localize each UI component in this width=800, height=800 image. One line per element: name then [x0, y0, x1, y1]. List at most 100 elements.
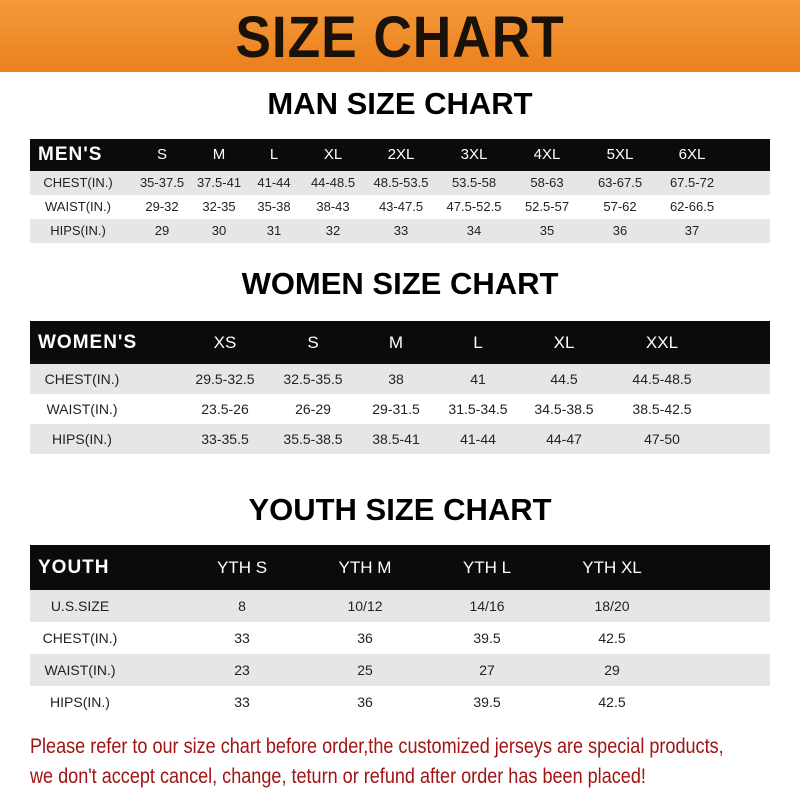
measurement-value: 30 — [211, 223, 227, 238]
measurement-value: 29.5-32.5 — [195, 371, 255, 387]
table-corner-label: WOMEN'S — [38, 332, 138, 353]
measurement-value: 35-38 — [257, 199, 291, 214]
measurement-value: 8 — [238, 598, 246, 614]
table-row: WAIST(IN.) 29-32 32-35 35-38 38-43 43-47.5 47.… — [30, 195, 770, 219]
table-corner-label: YOUTH — [38, 557, 110, 578]
table-row: CHEST(IN.) 35-37.5 37.5-41 41-44 44-48.5 48.5… — [30, 171, 770, 195]
measurement-value: 25 — [357, 662, 373, 678]
measurement-value: 33 — [234, 630, 250, 646]
table-row: HIPS(IN.) 33-35.5 35.5-38.5 38.5-41 41-44 44-… — [30, 424, 770, 454]
measurement-label: CHEST(IN.) — [43, 175, 113, 190]
measurement-value: 58-63 — [530, 175, 564, 190]
youth-section-title: YOUTH SIZE CHART — [248, 492, 552, 527]
measurement-value: 67.5-72 — [669, 175, 715, 190]
measurement-value: 14/16 — [469, 598, 505, 614]
measurement-value: 47.5-52.5 — [446, 199, 502, 214]
measurement-value: 41-44 — [257, 175, 291, 190]
table-row: U.S.SIZE 8 10/12 14/16 18/20 — [30, 590, 770, 622]
measurement-value: 36 — [612, 223, 628, 238]
measurement-value: 27 — [479, 662, 495, 678]
size-header: XS — [213, 333, 237, 352]
measurement-value: 44.5-48.5 — [632, 371, 692, 387]
size-header: 2XL — [387, 146, 415, 163]
measurement-value: 41-44 — [460, 431, 496, 447]
measurement-value: 41 — [470, 371, 486, 387]
measurement-value: 57-62 — [603, 199, 637, 214]
size-header: L — [269, 146, 279, 163]
size-header: YTH L — [462, 558, 512, 577]
size-header: 5XL — [606, 146, 634, 163]
measurement-label: HIPS(IN.) — [50, 694, 110, 710]
measurement-value: 38 — [388, 371, 404, 387]
size-header: YTH S — [216, 558, 268, 577]
measurement-label: HIPS(IN.) — [50, 223, 106, 238]
size-header: XL — [323, 146, 343, 163]
size-header: XL — [553, 333, 575, 352]
measurement-value: 35-37.5 — [139, 175, 185, 190]
size-header: 4XL — [533, 146, 561, 163]
measurement-value: 38.5-42.5 — [632, 401, 692, 417]
men-header-row: MEN'S S M L XL 2XL 3XL 4XL 5XL 6XL — [30, 139, 770, 171]
notice-line-1: Please refer to our size chart before or… — [30, 735, 724, 758]
measurement-label: U.S.SIZE — [50, 598, 110, 614]
measurement-value: 33-35.5 — [201, 431, 249, 447]
table-row: HIPS(IN.) 33 36 39.5 42.5 — [30, 686, 770, 718]
measurement-value: 32.5-35.5 — [283, 371, 343, 387]
size-header: M — [388, 333, 404, 352]
measurement-value: 44-47 — [546, 431, 582, 447]
measurement-value: 37 — [684, 223, 700, 238]
measurement-value: 33 — [393, 223, 409, 238]
women-section-title: WOMEN SIZE CHART — [241, 266, 559, 301]
measurement-value: 26-29 — [295, 401, 331, 417]
measurement-value: 53.5-58 — [451, 175, 497, 190]
table-row: WAIST(IN.) 23.5-26 26-29 29-31.5 31.5-34.5 34… — [30, 394, 770, 424]
measurement-value: 23 — [234, 662, 250, 678]
measurement-value: 39.5 — [473, 694, 501, 710]
table-row: WAIST(IN.) 23 25 27 29 — [30, 654, 770, 686]
measurement-value: 48.5-53.5 — [373, 175, 429, 190]
measurement-value: 63-67.5 — [597, 175, 643, 190]
size-header: L — [473, 333, 483, 352]
measurement-value: 34.5-38.5 — [534, 401, 594, 417]
size-header: XXL — [645, 333, 679, 352]
banner-title: SIZE CHART — [235, 5, 565, 70]
measurement-value: 36 — [357, 694, 373, 710]
size-header: M — [212, 146, 226, 163]
measurement-value: 10/12 — [347, 598, 383, 614]
measurement-label: WAIST(IN.) — [44, 662, 116, 678]
measurement-value: 18/20 — [594, 598, 630, 614]
table-corner-label: MEN'S — [38, 144, 103, 165]
measurement-value: 33 — [234, 694, 250, 710]
men-section-title: MAN SIZE CHART — [267, 86, 533, 121]
measurement-value: 44-48.5 — [310, 175, 356, 190]
table-row: CHEST(IN.) 33 36 39.5 42.5 — [30, 622, 770, 654]
measurement-value: 29-31.5 — [372, 401, 420, 417]
measurement-value: 38-43 — [316, 199, 350, 214]
measurement-value: 43-47.5 — [378, 199, 424, 214]
measurement-value: 32-35 — [202, 199, 236, 214]
size-header: YTH XL — [582, 558, 642, 577]
measurement-value: 35.5-38.5 — [283, 431, 343, 447]
measurement-label: WAIST(IN.) — [46, 401, 118, 417]
measurement-value: 62-66.5 — [669, 199, 715, 214]
measurement-label: CHEST(IN.) — [44, 371, 120, 387]
measurement-value: 37.5-41 — [196, 175, 242, 190]
measurement-value: 42.5 — [598, 630, 626, 646]
measurement-value: 34 — [466, 223, 482, 238]
measurement-value: 44.5 — [550, 371, 578, 387]
measurement-value: 31 — [266, 223, 282, 238]
measurement-value: 52.5-57 — [524, 199, 570, 214]
measurement-label: WAIST(IN.) — [45, 199, 111, 214]
measurement-label: HIPS(IN.) — [52, 431, 112, 447]
measurement-value: 29 — [154, 223, 170, 238]
table-row: HIPS(IN.) 29 30 31 32 33 34 35 36 37 — [30, 219, 770, 243]
measurement-label: CHEST(IN.) — [42, 630, 118, 646]
banner: SIZE CHART — [0, 0, 800, 72]
measurement-value: 32 — [325, 223, 341, 238]
measurement-value: 35 — [539, 223, 555, 238]
women-header-row: WOMEN'S XS S M L XL XXL — [30, 321, 770, 364]
size-header: 3XL — [460, 146, 488, 163]
measurement-value: 47-50 — [644, 431, 680, 447]
size-header: S — [307, 333, 319, 352]
measurement-value: 29 — [604, 662, 620, 678]
